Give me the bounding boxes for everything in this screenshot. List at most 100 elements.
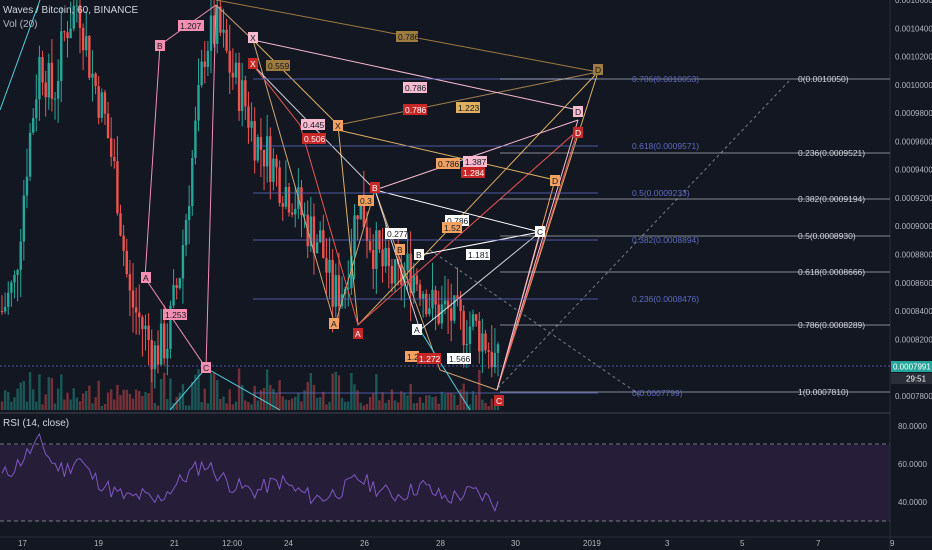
volume-bar <box>294 396 297 410</box>
countdown-badge <box>891 373 932 384</box>
svg-text:A: A <box>331 319 337 329</box>
fib-left-label: 0.382(0.0008894) <box>632 235 699 245</box>
volume-bar <box>122 389 125 410</box>
candle-body <box>163 323 166 359</box>
volume-bar <box>284 399 288 410</box>
svg-text:0.506: 0.506 <box>304 134 326 144</box>
volume-bar <box>272 388 275 410</box>
volume-bar <box>3 390 7 410</box>
candle-body <box>484 333 487 351</box>
pattern-line-6 <box>337 71 599 126</box>
volume-bar <box>362 405 366 410</box>
candle-body <box>294 208 297 215</box>
volume-bar <box>478 369 481 410</box>
volume-bar <box>35 401 38 410</box>
fib-left-label: 0.618(0.0009571) <box>632 141 699 151</box>
svg-text:1.272: 1.272 <box>419 354 441 364</box>
price-tick: 0.0009400 <box>895 166 932 175</box>
volume-bar <box>468 404 472 410</box>
pattern-line-16 <box>496 231 541 391</box>
svg-text:X: X <box>250 33 256 43</box>
pattern-line-14 <box>496 129 579 391</box>
volume-bar <box>481 399 484 410</box>
volume-bar <box>490 398 493 410</box>
time-tick: 28 <box>436 539 445 548</box>
candle-body <box>256 137 259 161</box>
volume-bar <box>334 371 337 410</box>
candle-body <box>144 325 147 330</box>
candle-body <box>134 307 138 313</box>
rsi-tick: 60.0000 <box>898 460 927 469</box>
price-pane[interactable] <box>0 0 890 410</box>
volume-bar <box>275 393 278 410</box>
fib-levels <box>0 78 890 394</box>
volume-bar <box>459 389 462 410</box>
rsi-indicator-label[interactable]: RSI (14, close) <box>3 418 70 429</box>
volume-bar <box>109 389 113 410</box>
candle-body <box>453 295 456 321</box>
candle-body <box>375 230 378 269</box>
volume-bar <box>22 380 26 410</box>
volume-bar <box>393 400 397 410</box>
candle-body <box>347 288 350 290</box>
candle-body <box>474 314 478 321</box>
volume-bar <box>450 393 453 410</box>
volume-bar <box>163 372 166 410</box>
volume-bar <box>50 378 54 410</box>
candle-body <box>275 158 278 168</box>
symbol-title[interactable]: Waves / Bitcoin, 60, BINANCE <box>3 5 139 16</box>
ratio-labels: 1.207 0.786 0.559 0.786 0.786 1.223 0.44… <box>163 20 490 364</box>
volume-bar <box>85 391 88 410</box>
volume-bar <box>194 374 197 410</box>
volume-bar <box>453 394 456 410</box>
volume-bar <box>456 404 459 410</box>
candle-body <box>69 28 72 39</box>
fib-labels: 0.786(0.0010053) 0.618(0.0009571) 0.5(0.… <box>632 74 865 398</box>
candle-body <box>200 61 203 86</box>
candle-body <box>244 80 247 107</box>
candle-body <box>287 186 291 213</box>
volume-bar <box>31 389 35 410</box>
volume-bar <box>181 384 185 410</box>
volume-bar <box>41 404 44 410</box>
fib-right-label: 0.786(0.0008289) <box>798 320 865 330</box>
volume-bar <box>106 392 110 410</box>
candle-body <box>481 333 484 352</box>
time-axis[interactable]: 17 19 21 12:00 24 26 28 30 2019 3 5 7 9 <box>18 539 895 548</box>
time-tick: 12:00 <box>222 539 243 548</box>
time-tick: 2019 <box>583 539 601 548</box>
rsi-axis[interactable]: 80.0000 60.0000 40.0000 <box>898 422 927 507</box>
candle-body <box>387 247 391 266</box>
svg-text:0.786: 0.786 <box>405 83 427 93</box>
volume-bar <box>400 391 403 410</box>
candle-body <box>60 31 63 81</box>
candle-body <box>265 136 269 167</box>
volume-bar <box>418 397 422 410</box>
volume-indicator-label[interactable]: Vol (20) <box>3 19 38 30</box>
cyan-line-3 <box>169 367 207 411</box>
svg-text:D: D <box>575 107 581 117</box>
svg-text:1.2: 1.2 <box>407 352 419 362</box>
volume-bar <box>425 395 428 410</box>
price-tick: 0.0008200 <box>895 335 932 344</box>
pattern-line-10 <box>374 189 541 233</box>
volume-bar <box>465 391 469 410</box>
volume-bar <box>259 390 263 410</box>
volume-bar <box>28 372 32 410</box>
volume-bar <box>113 399 116 410</box>
volume-bar <box>318 397 322 410</box>
candle-body <box>63 31 66 33</box>
candle-body <box>241 80 244 112</box>
candle-body <box>53 98 57 100</box>
svg-text:1.207: 1.207 <box>180 21 202 31</box>
volume-bar <box>97 380 100 410</box>
volume-bar <box>16 388 19 410</box>
candle-body <box>250 121 253 128</box>
volume-bar <box>241 385 244 410</box>
candle-body <box>181 245 185 279</box>
price-axis[interactable]: 0.0010600 0.0010400 0.0010200 0.0010000 0.00… <box>895 0 932 401</box>
volume-bar <box>47 377 50 410</box>
candle-body <box>290 212 294 215</box>
candle-body <box>184 219 188 246</box>
